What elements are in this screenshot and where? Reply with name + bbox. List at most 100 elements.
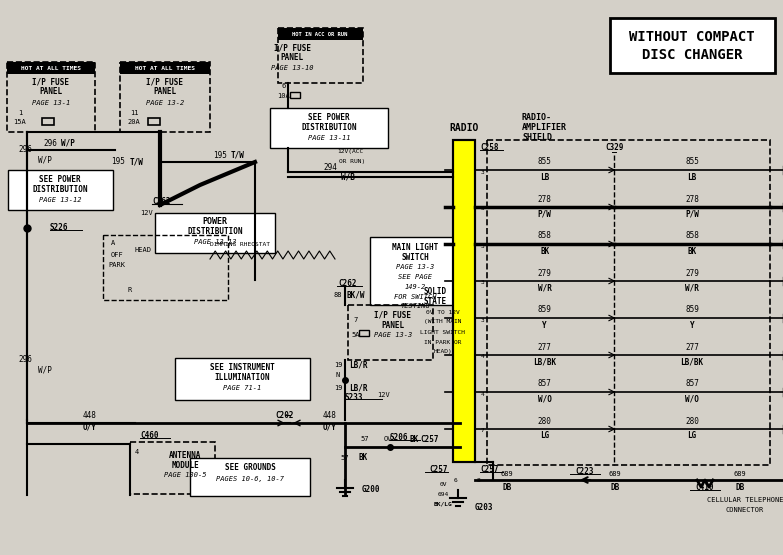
Text: SOLID: SOLID — [424, 286, 446, 295]
Text: DISTRIBUTION: DISTRIBUTION — [187, 228, 243, 236]
Text: G200: G200 — [362, 486, 381, 495]
Text: 855: 855 — [538, 158, 551, 166]
Text: CONNECTOR: CONNECTOR — [726, 507, 764, 513]
Text: 5A: 5A — [352, 332, 360, 338]
Text: HOT AT ALL TIMES: HOT AT ALL TIMES — [135, 65, 195, 70]
Text: N: N — [336, 372, 340, 378]
Bar — [453, 140, 475, 462]
Text: PANEL: PANEL — [381, 320, 405, 330]
Text: 88: 88 — [334, 292, 342, 298]
Text: 10A: 10A — [278, 93, 290, 99]
Text: DISC CHANGER: DISC CHANGER — [642, 48, 742, 62]
Text: PANEL: PANEL — [280, 53, 304, 63]
Text: C410: C410 — [696, 483, 714, 492]
Text: PAGE 13-1: PAGE 13-1 — [32, 100, 70, 106]
Text: 3: 3 — [481, 280, 485, 285]
Text: I/P FUSE: I/P FUSE — [33, 78, 70, 87]
Text: DB: DB — [735, 483, 745, 492]
Bar — [359, 330, 369, 336]
Text: 12V(ACC: 12V(ACC — [337, 149, 363, 154]
Text: O/Y: O/Y — [323, 422, 337, 431]
Text: 195: 195 — [111, 158, 125, 166]
Bar — [270, 108, 388, 148]
Text: BK/LG: BK/LG — [434, 502, 453, 507]
Text: 859: 859 — [685, 305, 699, 315]
Text: I/P FUSE: I/P FUSE — [374, 310, 412, 320]
Text: SEE POWER: SEE POWER — [309, 114, 350, 123]
Text: 3: 3 — [481, 244, 485, 249]
Text: SEE PAGE: SEE PAGE — [398, 274, 432, 280]
Text: 4: 4 — [481, 355, 485, 360]
Text: BK: BK — [540, 246, 550, 255]
Text: R: R — [128, 287, 132, 293]
Text: W/O: W/O — [685, 395, 699, 403]
Text: MODULE: MODULE — [171, 461, 199, 470]
Text: O/Y: O/Y — [83, 422, 97, 431]
Text: LB/R: LB/R — [348, 384, 367, 392]
Text: LB: LB — [687, 173, 697, 181]
Text: DIMMING RHEOSTAT: DIMMING RHEOSTAT — [210, 243, 270, 248]
Text: 8: 8 — [477, 477, 481, 482]
Text: AMPLIFIER: AMPLIFIER — [522, 124, 567, 133]
Text: C257: C257 — [420, 435, 439, 443]
Text: 3: 3 — [481, 169, 485, 174]
Text: PAGE 13-3: PAGE 13-3 — [373, 332, 412, 338]
Text: A: A — [111, 240, 115, 246]
Bar — [453, 140, 475, 462]
Text: Y: Y — [690, 320, 695, 330]
Text: 294: 294 — [323, 164, 337, 173]
Text: PANEL: PANEL — [153, 88, 176, 97]
Text: 448: 448 — [323, 411, 337, 420]
Text: PARK: PARK — [109, 262, 125, 268]
Bar — [278, 28, 363, 40]
Text: G203: G203 — [475, 503, 493, 512]
Text: 20A: 20A — [128, 119, 140, 125]
Text: LB: LB — [540, 173, 550, 181]
Text: 57: 57 — [341, 455, 349, 461]
Text: LB/R: LB/R — [348, 361, 367, 370]
Bar — [610, 18, 775, 73]
Text: 857: 857 — [685, 380, 699, 388]
Text: 278: 278 — [538, 194, 551, 204]
Text: MAIN LIGHT: MAIN LIGHT — [392, 243, 438, 251]
Text: 12V: 12V — [141, 210, 153, 216]
Text: 689: 689 — [608, 471, 622, 477]
Text: 689: 689 — [734, 471, 746, 477]
Text: PAGE 13-11: PAGE 13-11 — [308, 135, 350, 141]
Text: HEAD: HEAD — [135, 247, 151, 253]
Text: PAGE 71-1: PAGE 71-1 — [223, 385, 261, 391]
Text: 57: 57 — [361, 436, 370, 442]
Text: 6: 6 — [282, 83, 286, 89]
Text: 7: 7 — [354, 317, 358, 323]
Text: RADIO-: RADIO- — [522, 114, 552, 123]
Text: DB: DB — [503, 483, 511, 492]
Text: ANTENNA: ANTENNA — [169, 451, 201, 460]
Text: 858: 858 — [538, 231, 551, 240]
Text: T/W: T/W — [130, 158, 144, 166]
Text: DB: DB — [611, 483, 619, 492]
Text: BK: BK — [687, 246, 697, 255]
Text: SHIELD: SHIELD — [522, 134, 552, 143]
Text: PAGE 13-12: PAGE 13-12 — [38, 197, 81, 203]
Text: LB/BK: LB/BK — [533, 357, 556, 366]
Text: C202: C202 — [276, 411, 294, 420]
Text: LB/BK: LB/BK — [680, 357, 704, 366]
Text: BK: BK — [359, 453, 368, 462]
Text: PAGE 13-10: PAGE 13-10 — [271, 65, 313, 71]
Text: 3: 3 — [481, 206, 485, 211]
Text: IN PARK OR: IN PARK OR — [424, 340, 462, 345]
Text: 0V TO 12V: 0V TO 12V — [426, 310, 460, 315]
Text: SEE INSTRUMENT: SEE INSTRUMENT — [210, 364, 274, 372]
Text: 278: 278 — [685, 194, 699, 204]
Text: CELLULAR TELEPHONE: CELLULAR TELEPHONE — [707, 497, 783, 503]
Text: W/P: W/P — [61, 139, 75, 148]
Bar — [290, 92, 300, 98]
Text: 448: 448 — [83, 411, 97, 420]
Text: P/W: P/W — [685, 209, 699, 219]
Text: 855: 855 — [685, 158, 699, 166]
Text: 0V: 0V — [439, 482, 447, 487]
Text: 857: 857 — [538, 380, 551, 388]
Text: SEE POWER: SEE POWER — [39, 175, 81, 184]
Text: HOT AT ALL TIMES: HOT AT ALL TIMES — [21, 65, 81, 70]
Text: 149-2: 149-2 — [404, 284, 426, 290]
